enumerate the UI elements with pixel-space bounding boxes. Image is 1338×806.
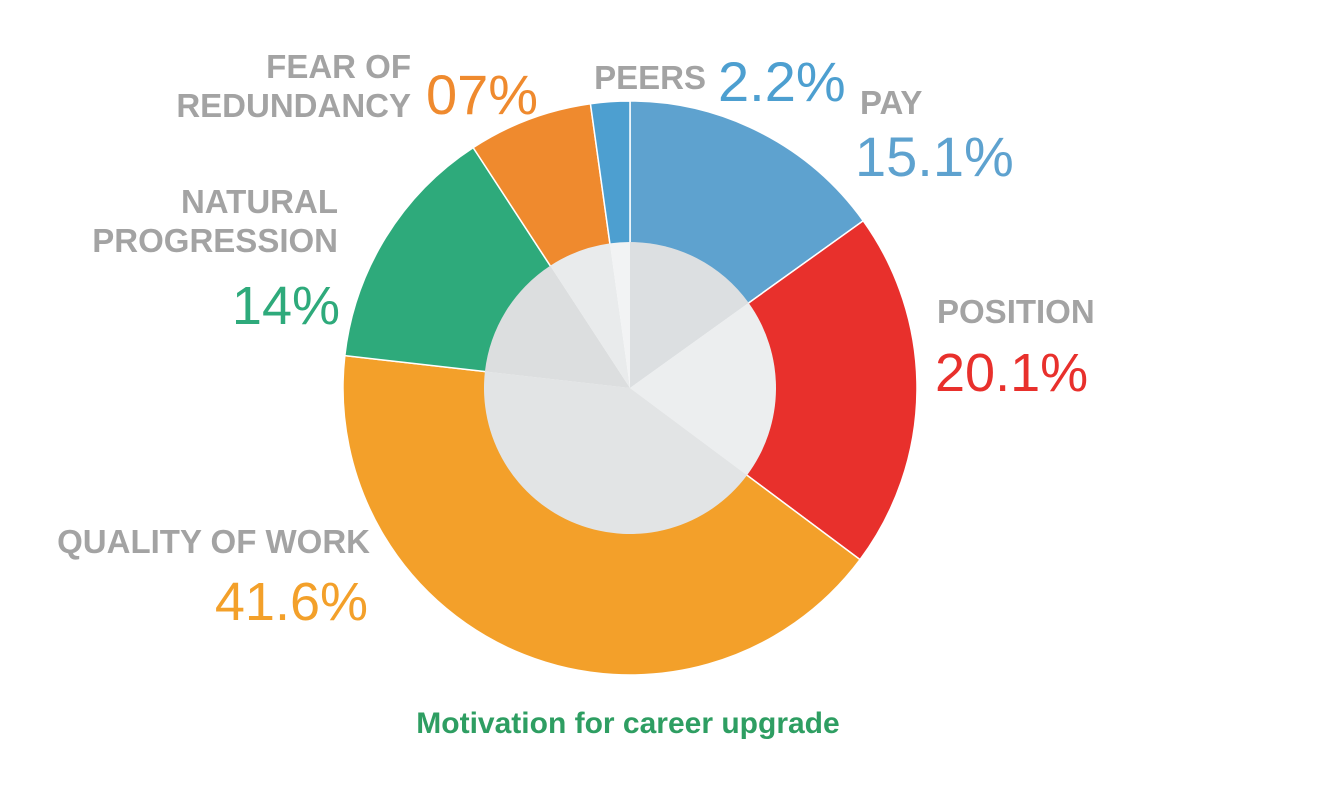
inner-segment-peers — [609, 242, 630, 388]
value-label-position: 20.1% — [935, 343, 1088, 403]
inner-segment-pay — [630, 242, 749, 388]
value-label-natural-progression: 14% — [232, 276, 340, 336]
category-label-pay: PAY — [860, 84, 922, 121]
inner-segment-natural-progression — [484, 265, 630, 388]
inner-segment-fear-of-redundancy — [550, 243, 630, 388]
value-label-peers: 2.2% — [718, 50, 846, 113]
category-label-peers: PEERS — [594, 59, 706, 96]
labels-group: PAY 15.1% POSITION 20.1% QUALITY OF WORK 41.6… — [57, 48, 1095, 632]
category-label-fear-of-redundancy-line-1: FEAR OF — [266, 48, 411, 85]
inner-segment-position — [630, 302, 776, 476]
inner-circle-group — [483, 242, 776, 535]
value-label-fear-of-redundancy: 07% — [426, 63, 538, 126]
category-label-position: POSITION — [937, 293, 1095, 330]
value-label-quality-of-work: 41.6% — [215, 572, 368, 632]
category-label-natural-progression-line-2: PROGRESSION — [92, 222, 338, 259]
category-label-fear-of-redundancy-line-2: REDUNDANCY — [176, 87, 411, 124]
category-label-quality-of-work: QUALITY OF WORK — [57, 523, 370, 560]
inner-segment-quality-of-work — [483, 371, 748, 535]
category-label-natural-progression-line-1: NATURAL — [181, 183, 338, 220]
value-label-pay: 15.1% — [855, 125, 1014, 188]
chart-title: Motivation for career upgrade — [416, 707, 839, 740]
